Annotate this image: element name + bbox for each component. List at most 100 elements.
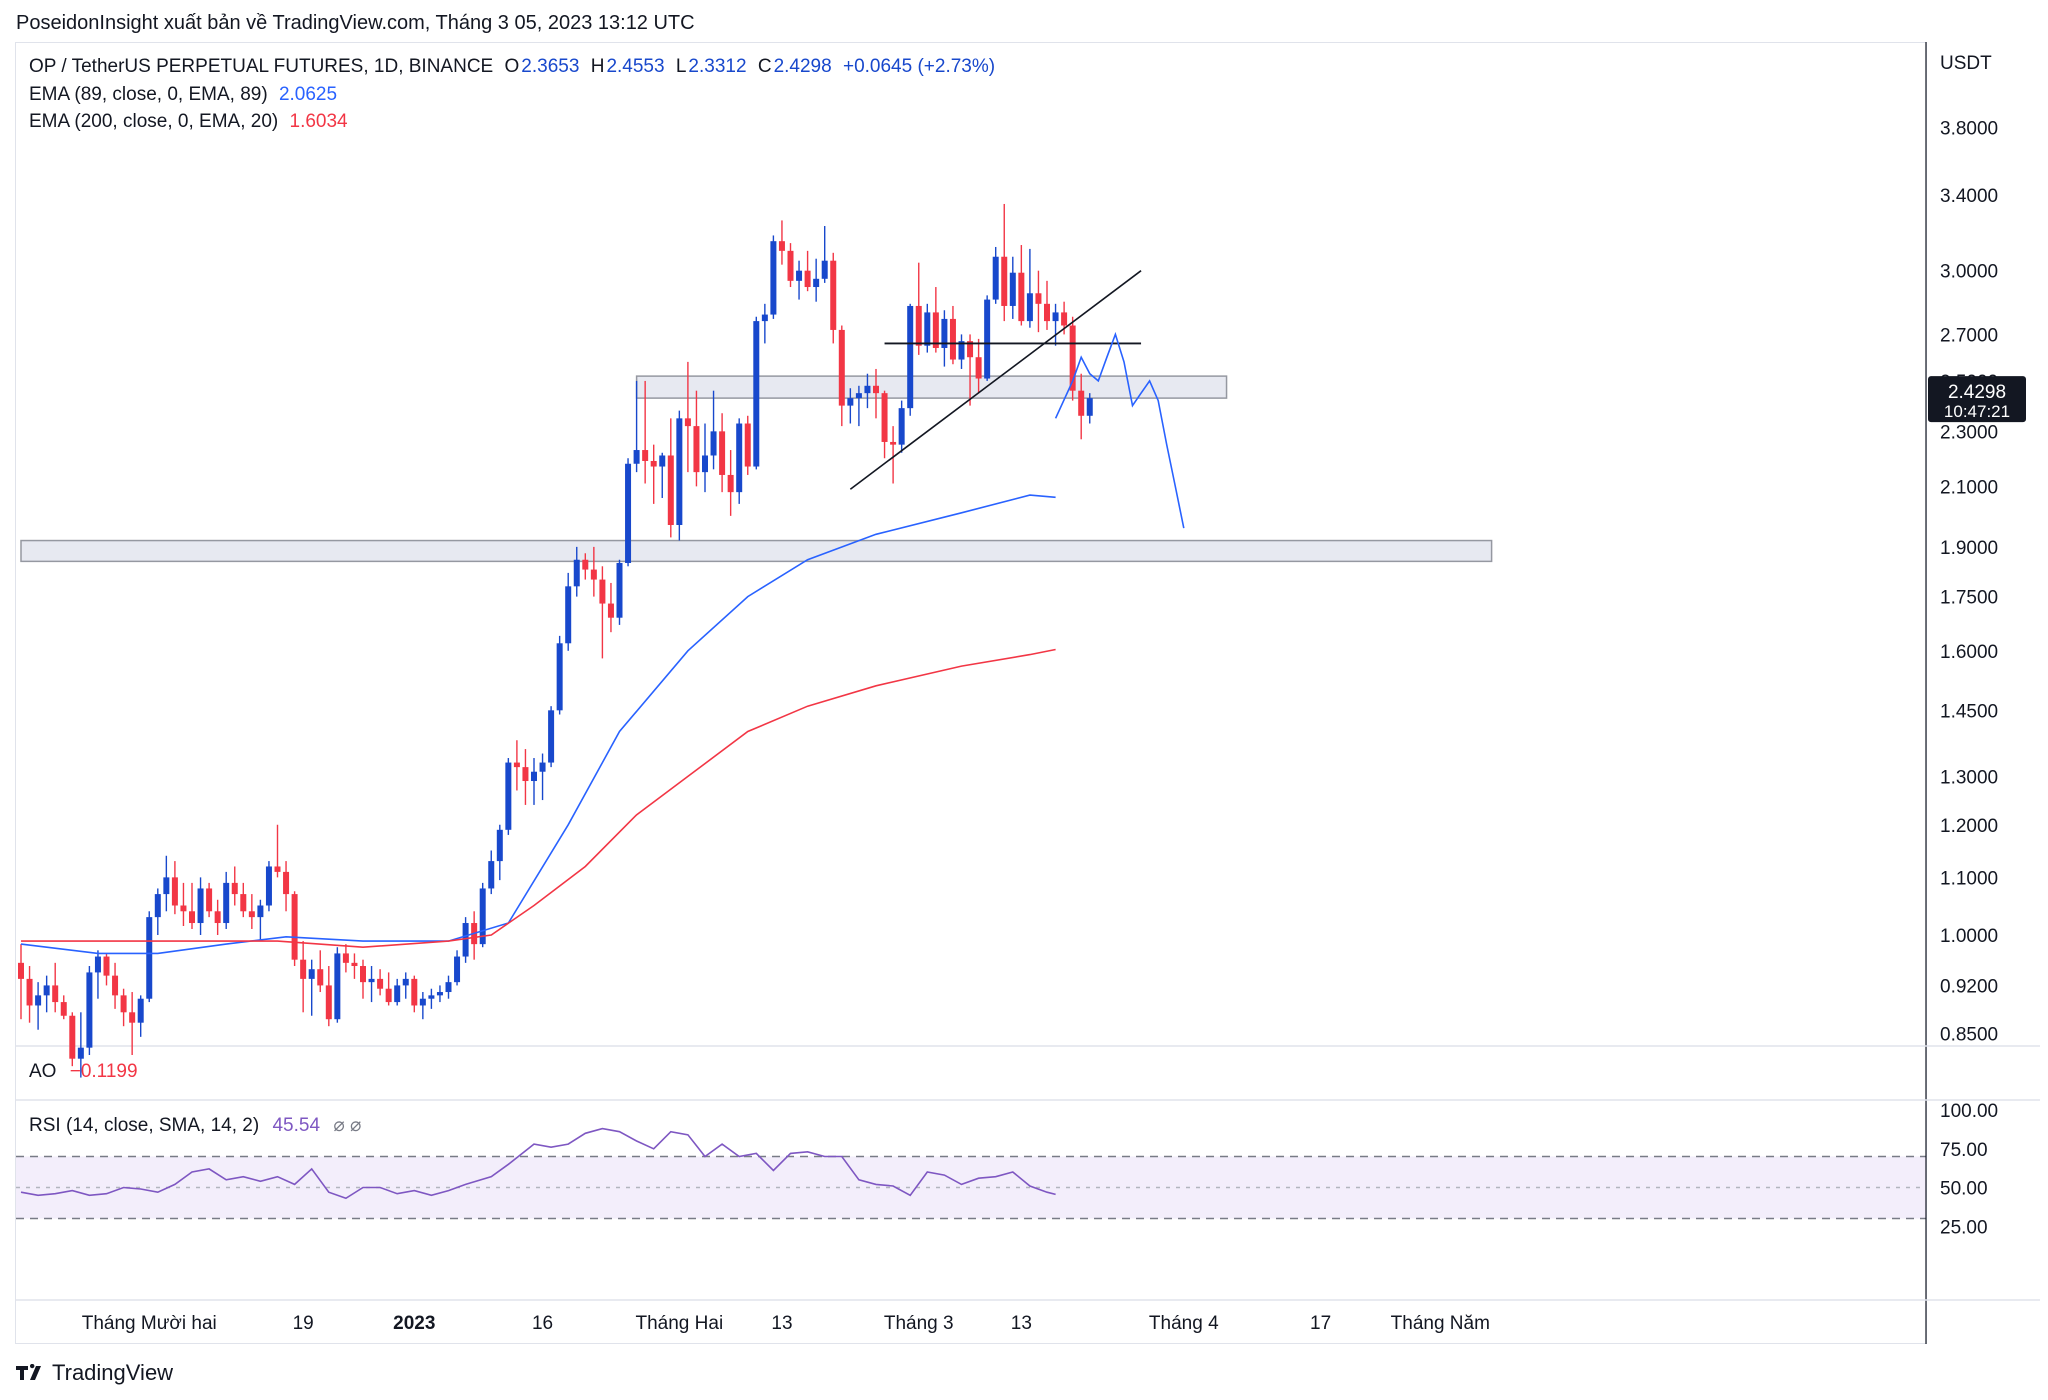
price-tick: 1.2000 [1940,816,1998,837]
candle-body [830,260,837,330]
candle-body [86,972,93,1048]
candle [248,894,255,929]
candle [385,972,392,1006]
candle-body [1086,398,1093,416]
rsi-tick: 75.00 [1940,1140,1988,1161]
candle [573,546,580,597]
ema89-legend[interactable]: EMA (89, close, 0, EMA, 89) 2.0625 [29,84,337,106]
candle [274,824,281,878]
candle-body [907,305,914,409]
last-price-value: 2.4298 [1948,382,2006,403]
candle [436,985,443,1003]
candle [1018,245,1025,326]
rsi-label: RSI (14, close, SMA, 14, 2) [29,1115,260,1136]
candle-body [69,1015,76,1059]
candle-body [394,985,401,1003]
price-tick: 1.7500 [1940,588,1998,609]
candle [531,758,537,805]
low-label: L [675,56,687,77]
candle-body [667,455,674,526]
candle-body [565,586,572,644]
candle-body [360,966,366,983]
candle [565,572,572,651]
price-tick: 1.9000 [1940,538,1998,559]
candle-body [821,260,828,279]
candle-body [684,418,691,427]
candle [308,959,315,1016]
symbol-legend: OP / TetherUS PERPETUAL FUTURES, 1D, BIN… [29,56,995,78]
candle [317,950,324,993]
candle-body [736,423,743,493]
candle [599,566,606,659]
price-tick: 1.0000 [1940,926,1998,947]
candle-body [505,762,512,830]
candle-body [522,767,529,782]
candle [898,400,905,453]
candle [539,753,546,801]
ao-legend[interactable]: AO −0.1199 [29,1061,138,1083]
candle-body [710,431,717,456]
candle [342,944,349,973]
candle [855,385,862,427]
currency-label: USDT [1940,53,1992,74]
candle [479,882,486,948]
candle [419,992,426,1020]
candle-body [1001,256,1008,306]
candle-body [454,956,461,983]
candle [1001,203,1008,322]
candle-body [1035,293,1042,304]
candle [607,582,614,633]
candle [787,243,794,288]
price-axis: USDT3.80003.40003.00002.70002.50002.3000… [1928,53,2026,1238]
candle-body [1061,312,1068,326]
rsi-legend[interactable]: RSI (14, close, SMA, 14, 2) 45.54 ⌀ ⌀ [29,1114,361,1137]
candle [975,338,982,394]
candle [103,953,110,986]
candle-body [556,643,563,711]
rsi-value: 45.54 [272,1115,321,1136]
candle [813,258,820,302]
candle [907,303,914,416]
ema89-label: EMA (89, close, 0, EMA, 89) [29,84,268,105]
candle-body [761,314,768,322]
candle-body [154,894,161,918]
candle-body [855,393,862,399]
rsi-tick: 100.00 [1940,1101,1998,1122]
visibility-icons[interactable]: ⌀ ⌀ [333,1115,362,1136]
candle-body [1018,272,1025,322]
candle [77,1012,84,1078]
candle-body [137,998,144,1023]
candle-body [804,270,811,288]
candle [1044,280,1050,330]
ema89-value: 2.0625 [278,84,338,105]
candle-body [112,975,119,996]
tradingview-footer[interactable]: TradingView [16,1360,173,1386]
candle [838,325,845,427]
ema200-value: 1.6034 [289,111,348,132]
candle [513,740,520,791]
price-tick: 3.0000 [1940,262,1998,283]
ao-value: −0.1199 [69,1061,138,1082]
price-tick: 1.6000 [1940,642,1998,663]
candle [265,861,272,912]
candle-body [975,357,982,379]
candle-body [189,911,195,924]
candle-body [898,408,905,445]
candle [1069,316,1076,401]
ema200-legend[interactable]: EMA (200, close, 0, EMA, 20) 1.6034 [29,111,348,133]
time-tick: Tháng Mười hai [82,1313,217,1334]
candle-body [291,894,298,960]
candle-body [445,982,452,993]
candle-body [26,978,33,1006]
candle-body [531,771,537,782]
candle-body [206,888,213,912]
candle [625,458,632,567]
candle [325,966,332,1027]
candle-body [932,312,939,348]
high-value: 2.4553 [606,56,665,77]
candle-body [129,1012,136,1023]
candle [932,287,939,353]
candle [659,452,666,498]
candle-body [308,969,315,979]
